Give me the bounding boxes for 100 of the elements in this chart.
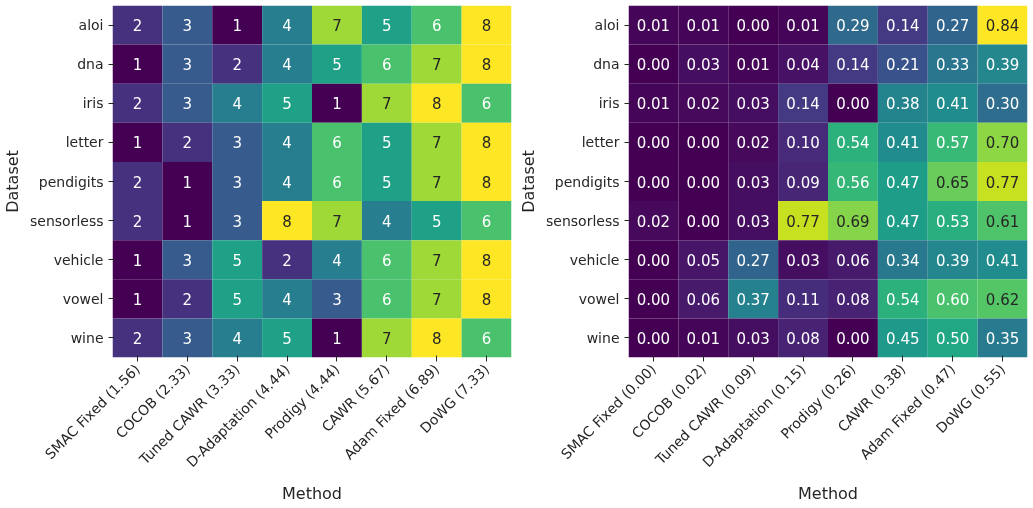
y-tick-label: letter — [581, 134, 620, 151]
data-label: 0.70 — [985, 134, 1020, 153]
x-axis-title: Method — [798, 483, 859, 503]
data-label: 4 — [232, 329, 242, 348]
data-label: 6 — [481, 95, 492, 114]
data-label: 0.02 — [686, 95, 721, 114]
data-label: 8 — [481, 251, 492, 270]
data-label: 6 — [382, 56, 392, 75]
data-label: 1 — [132, 290, 143, 309]
data-label: 0.30 — [985, 95, 1020, 114]
data-label: 6 — [481, 329, 492, 348]
data-label: 0.02 — [636, 212, 671, 231]
data-label: 0.84 — [985, 17, 1020, 36]
data-label: 0.00 — [636, 290, 671, 309]
data-label: 3 — [182, 329, 193, 348]
y-tick-label: dna — [593, 56, 620, 73]
data-label: 6 — [431, 17, 442, 36]
y-tick-label: iris — [598, 95, 620, 112]
data-label: 4 — [382, 212, 392, 231]
data-label: 0.01 — [736, 56, 770, 75]
data-label: 0.50 — [935, 329, 970, 348]
data-label: 2 — [282, 251, 292, 270]
y-tick-label: aloi — [594, 17, 620, 34]
data-label: 4 — [282, 173, 292, 192]
data-label: 0.03 — [736, 329, 770, 348]
data-label: 2 — [132, 212, 143, 231]
data-label: 0.41 — [985, 251, 1020, 270]
data-label: 8 — [481, 17, 492, 36]
data-label: 2 — [182, 290, 193, 309]
data-label: 0.10 — [786, 134, 820, 153]
data-label: 3 — [182, 95, 193, 114]
data-label: 1 — [332, 329, 342, 348]
data-label: 2 — [132, 173, 143, 192]
data-label: 0.00 — [636, 329, 671, 348]
data-label: 1 — [132, 251, 143, 270]
data-label: 7 — [431, 134, 442, 153]
data-label: 0.77 — [786, 212, 820, 231]
data-label: 3 — [332, 290, 342, 309]
data-label: 0.06 — [686, 290, 721, 309]
data-label: 4 — [232, 95, 242, 114]
data-label: 0.54 — [886, 290, 920, 309]
data-label: 0.03 — [786, 251, 820, 270]
data-label: 0.39 — [985, 56, 1020, 75]
y-tick-label: wine — [70, 329, 104, 346]
data-label: 7 — [332, 212, 342, 231]
data-label: 0.03 — [736, 173, 770, 192]
data-label: 5 — [382, 17, 392, 36]
data-label: 6 — [481, 212, 492, 231]
data-label: 0.03 — [686, 56, 721, 75]
data-label: 7 — [332, 17, 342, 36]
data-label: 1 — [182, 173, 193, 192]
data-label: 8 — [481, 173, 492, 192]
data-label: 0.56 — [836, 173, 870, 192]
data-label: 0.14 — [886, 17, 920, 36]
data-label: 1 — [182, 212, 193, 231]
data-label: 0.54 — [836, 134, 870, 153]
data-label: 7 — [431, 290, 442, 309]
data-label: 8 — [481, 290, 492, 309]
data-label: 4 — [282, 17, 292, 36]
data-label: 0.01 — [636, 17, 671, 36]
data-label: 2 — [182, 134, 193, 153]
data-label: 5 — [431, 212, 442, 231]
data-label: 8 — [481, 134, 492, 153]
x-axis-title: Method — [282, 483, 343, 503]
data-label: 6 — [332, 134, 342, 153]
data-label: 0.39 — [935, 251, 970, 270]
data-label: 1 — [332, 95, 342, 114]
data-label: 4 — [332, 251, 342, 270]
y-tick-label: wine — [586, 329, 620, 346]
y-tick-label: vehicle — [53, 251, 104, 268]
data-label: 0.21 — [886, 56, 920, 75]
data-label: 0.60 — [935, 290, 970, 309]
data-label: 3 — [232, 212, 242, 231]
data-label: 0.00 — [686, 134, 721, 153]
data-label: 2 — [132, 329, 143, 348]
y-tick-label: sensorless — [30, 212, 104, 229]
data-label: 0.14 — [786, 95, 820, 114]
data-label: 2 — [132, 17, 143, 36]
y-tick-label: vehicle — [569, 251, 620, 268]
data-label: 0.08 — [786, 329, 820, 348]
data-label: 0.00 — [686, 173, 721, 192]
data-label: 0.77 — [985, 173, 1020, 192]
data-label: 0.61 — [985, 212, 1020, 231]
y-tick-label: pendigits — [38, 173, 104, 190]
data-label: 8 — [282, 212, 292, 231]
data-label: 0.00 — [636, 56, 671, 75]
data-label: 2 — [232, 56, 242, 75]
data-label: 8 — [431, 329, 442, 348]
data-label: 0.62 — [985, 290, 1020, 309]
data-label: 7 — [431, 56, 442, 75]
data-label: 0.41 — [886, 134, 920, 153]
data-label: 0.09 — [786, 173, 820, 192]
data-label: 0.08 — [836, 290, 870, 309]
data-label: 0.03 — [736, 95, 770, 114]
data-label: 0.00 — [636, 251, 671, 270]
data-label: 5 — [382, 134, 392, 153]
data-label: 0.69 — [836, 212, 870, 231]
data-label: 4 — [282, 134, 292, 153]
data-label: 0.00 — [736, 17, 770, 36]
data-label: 0.47 — [886, 173, 920, 192]
